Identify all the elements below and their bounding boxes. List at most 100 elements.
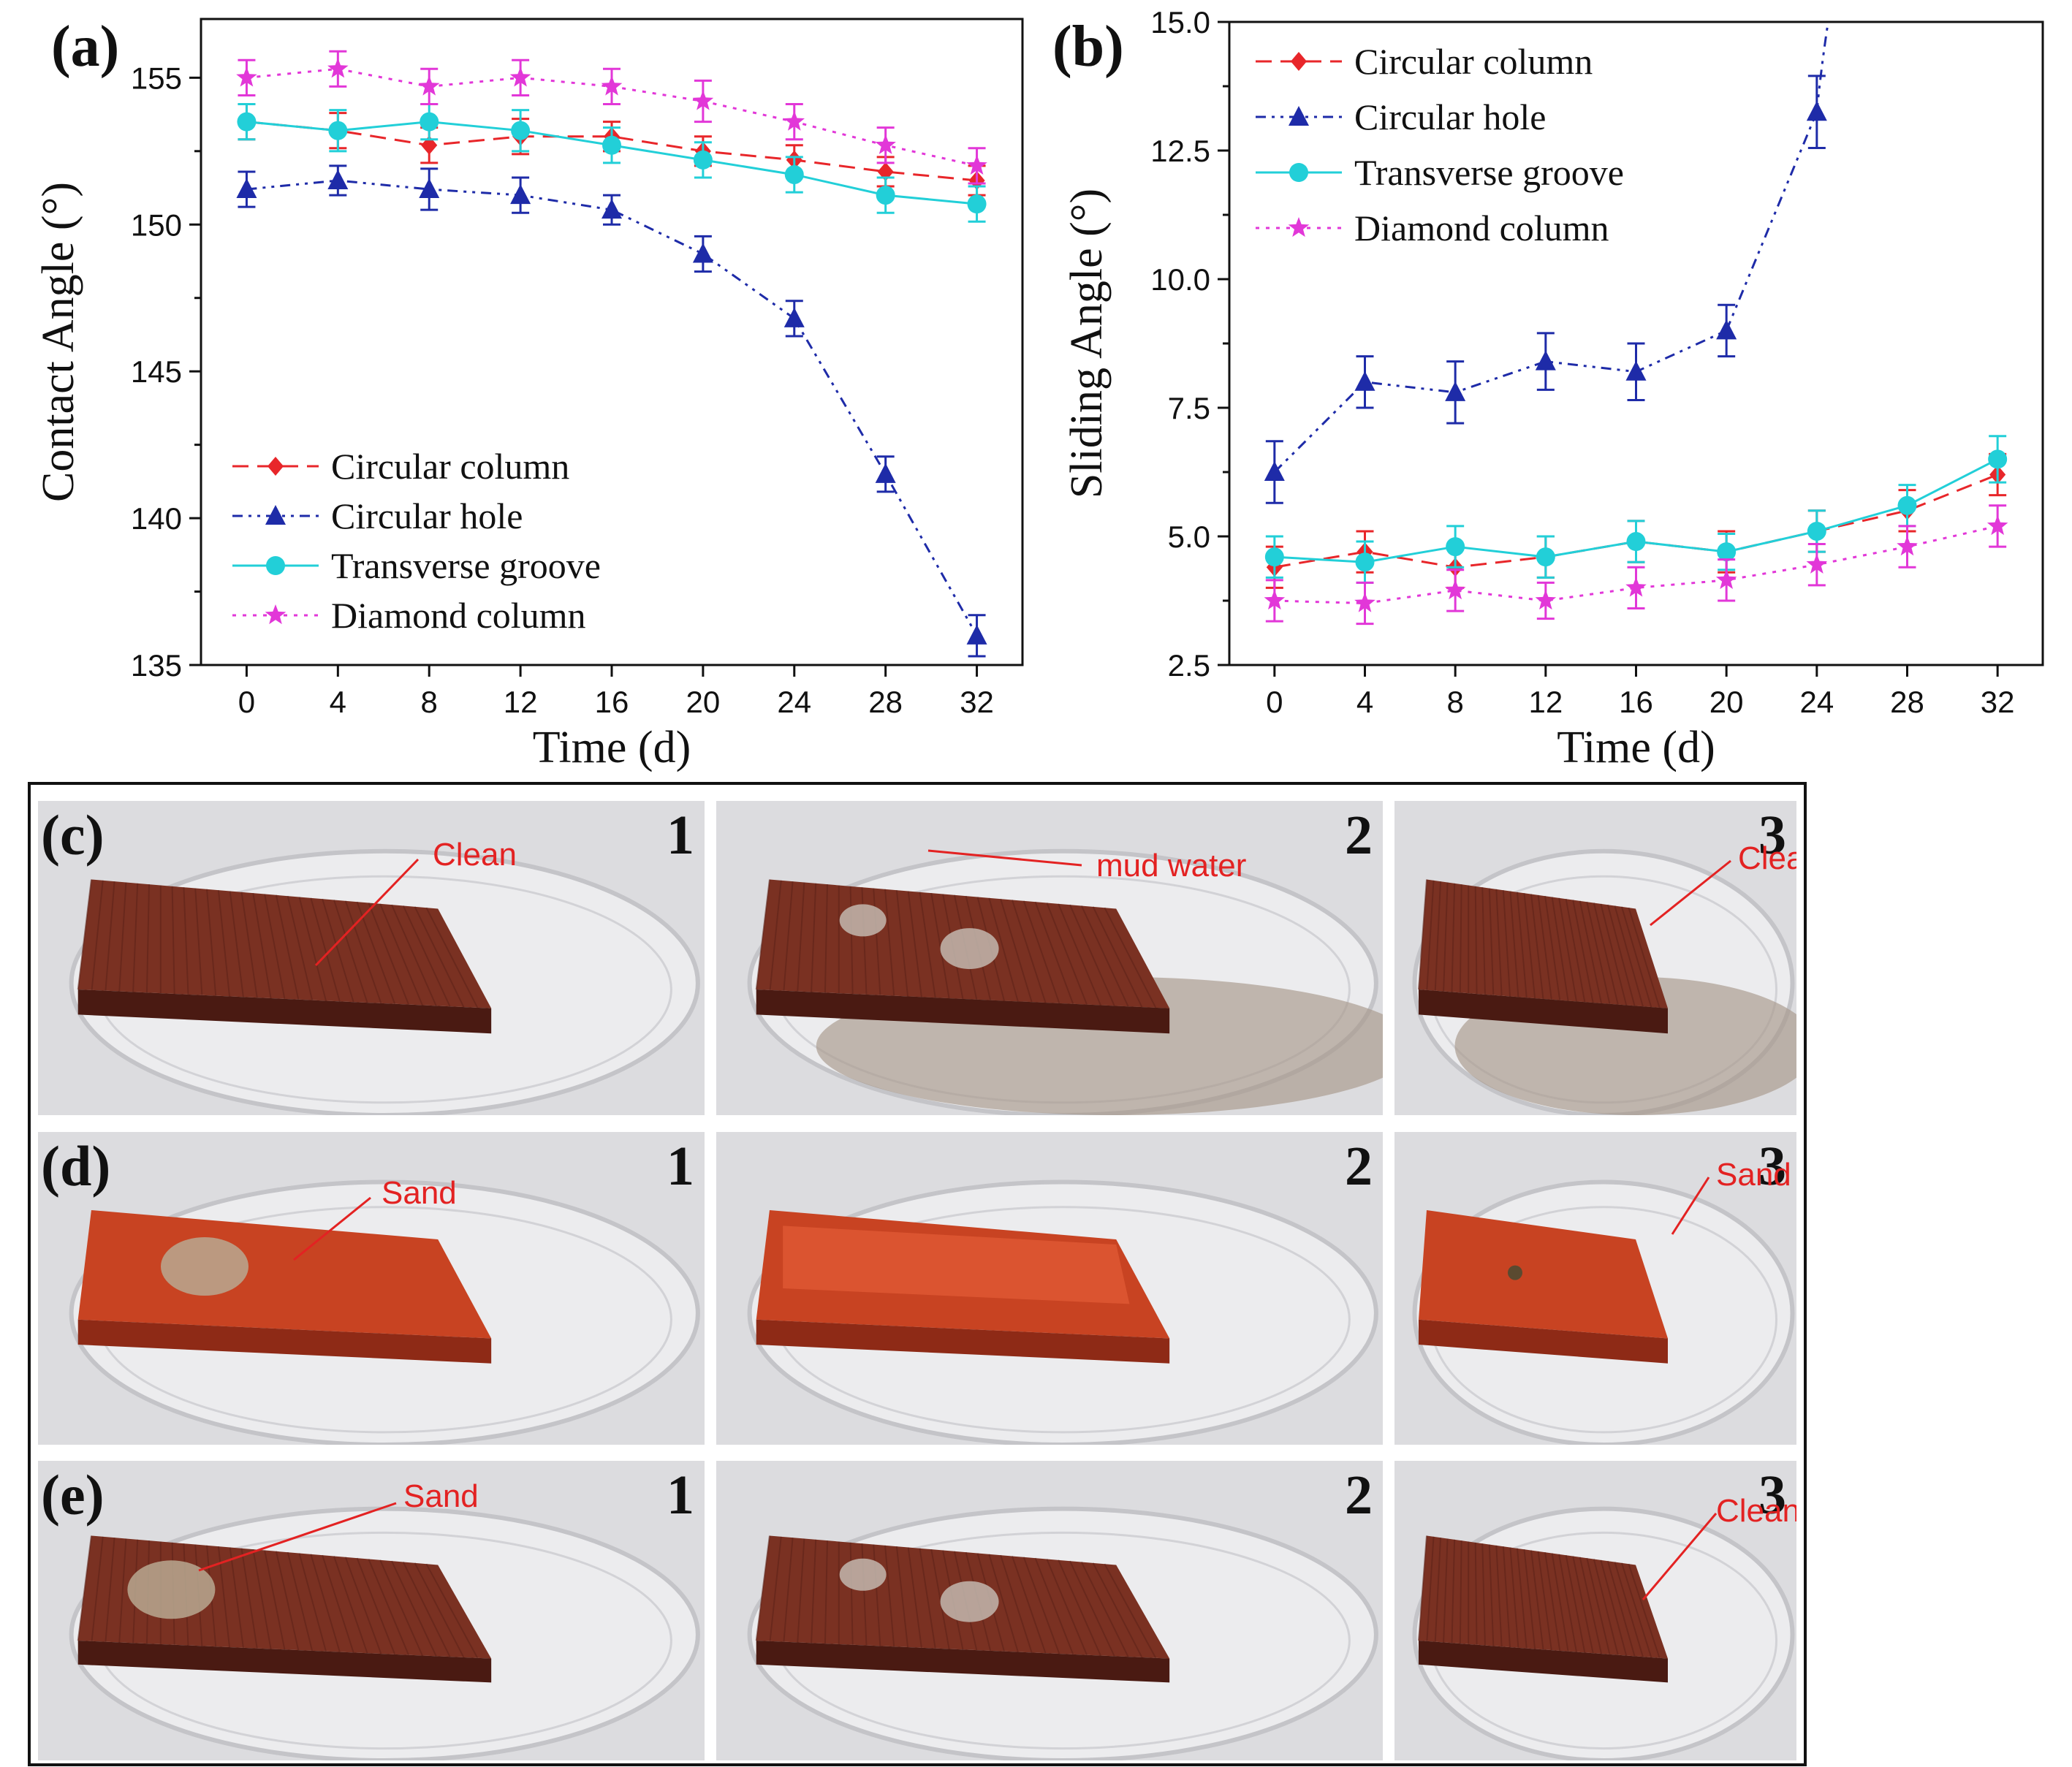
data-point (692, 90, 714, 110)
water-droplet (940, 928, 999, 970)
x-tick-label: 20 (1709, 685, 1744, 719)
data-point (511, 121, 531, 140)
plate-groove (919, 1548, 936, 1649)
x-tick-label: 12 (1528, 685, 1563, 719)
annotation-label: mud water (1096, 848, 1247, 884)
plate-side (77, 1641, 492, 1683)
photo-d-2: 2 (716, 1132, 1383, 1445)
plate-groove (1080, 1562, 1129, 1657)
plate-groove (1565, 1554, 1586, 1653)
plate-groove (1502, 1546, 1511, 1648)
plate-groove (275, 894, 300, 1000)
plate-groove (1011, 1556, 1047, 1654)
plate-groove (1579, 900, 1603, 1004)
plate-groove (1551, 897, 1569, 1001)
plate-groove (132, 883, 139, 992)
plate-groove (1495, 1545, 1503, 1647)
data-point (327, 170, 349, 189)
plate-groove (171, 886, 175, 995)
plate-top (77, 879, 492, 1008)
annotation-pointer (927, 849, 1082, 867)
plate-groove (391, 904, 437, 1006)
plot-frame (200, 18, 1024, 666)
plate-groove (824, 884, 828, 993)
plate-groove (1551, 1553, 1569, 1652)
series-line (246, 67, 977, 167)
panel-number: 2 (1345, 1136, 1373, 1197)
x-tick-label: 28 (868, 685, 903, 719)
data-point (236, 66, 257, 87)
plate-groove (1046, 902, 1088, 1006)
plate-groove (91, 1536, 104, 1641)
legend-marker (1289, 163, 1308, 182)
plate-groove (884, 1545, 895, 1647)
data-point (1897, 495, 1917, 515)
annotation-pointer (293, 1196, 371, 1261)
series-group (236, 50, 987, 658)
legend-label: Circular hole (1354, 96, 1546, 137)
sand-pile (161, 1237, 248, 1296)
plate-groove (1572, 1556, 1594, 1654)
data-point (1625, 360, 1647, 381)
plate-groove (275, 1551, 300, 1651)
water-droplet (940, 1581, 999, 1622)
plate-groove (1628, 907, 1661, 1008)
data-point (602, 199, 622, 219)
chart-a: 0 4 8 12 16 20 24 28 32 135 140 145 150 155 Time (d) Co… (34, 15, 1024, 772)
plate-groove (1572, 900, 1594, 1003)
plate-groove (1451, 883, 1456, 992)
photo-scene (38, 801, 705, 1115)
legend-marker (265, 604, 286, 625)
legend-entry: Transverse groove (1256, 152, 1624, 193)
data-point (875, 463, 896, 483)
plate-groove (425, 1563, 479, 1659)
plate-groove (1474, 1542, 1478, 1645)
plate-groove (333, 1556, 368, 1654)
data-point (966, 624, 987, 645)
data-point (1715, 569, 1737, 589)
plate-groove (206, 889, 217, 996)
plate-groove (1606, 904, 1636, 1006)
plate-groove (333, 900, 368, 1003)
panel-label: (a) (51, 15, 119, 79)
series-transverse-groove (1264, 435, 2008, 584)
plate-groove (105, 1538, 115, 1642)
data-point (1444, 579, 1466, 600)
legend-marker (267, 457, 284, 476)
legend-marker (265, 505, 286, 525)
panel-number: 2 (1345, 1464, 1373, 1526)
plate-groove (414, 906, 465, 1008)
x-tick-label: 32 (1981, 685, 2015, 719)
panel-number: 2 (1345, 805, 1373, 866)
plate-groove (783, 881, 794, 991)
x-tick-label: 0 (1266, 685, 1283, 719)
plate-groove (1474, 886, 1478, 995)
data-point (327, 58, 349, 78)
plate-groove (755, 879, 770, 990)
data-point (1264, 547, 1284, 567)
plate-groove (1459, 1540, 1462, 1644)
plate-side (756, 1641, 1170, 1683)
plate-groove (919, 892, 936, 998)
series-line (1274, 474, 1998, 569)
plate-side (77, 1319, 492, 1364)
plate-groove (1614, 905, 1644, 1007)
x-tick-label: 4 (330, 685, 346, 719)
plate-groove (1418, 879, 1427, 990)
plate-groove (769, 880, 782, 990)
plate-groove (1459, 884, 1462, 993)
plate-groove (1606, 1560, 1636, 1657)
plate-groove (797, 1538, 805, 1643)
plate-groove (907, 891, 922, 997)
data-point (1716, 319, 1737, 340)
plate-groove (1058, 1559, 1101, 1656)
plate-top (1419, 1535, 1668, 1659)
x-tick-label: 16 (595, 685, 629, 719)
photo-e-1: 1 Sand (e) (38, 1461, 705, 1760)
plate-groove (1620, 1562, 1652, 1658)
plate-groove (286, 1551, 314, 1652)
plate-groove (930, 1548, 950, 1649)
data-point (509, 66, 531, 87)
x-tick-label: 24 (1799, 685, 1834, 719)
legend-entry: Diamond column (232, 595, 586, 636)
